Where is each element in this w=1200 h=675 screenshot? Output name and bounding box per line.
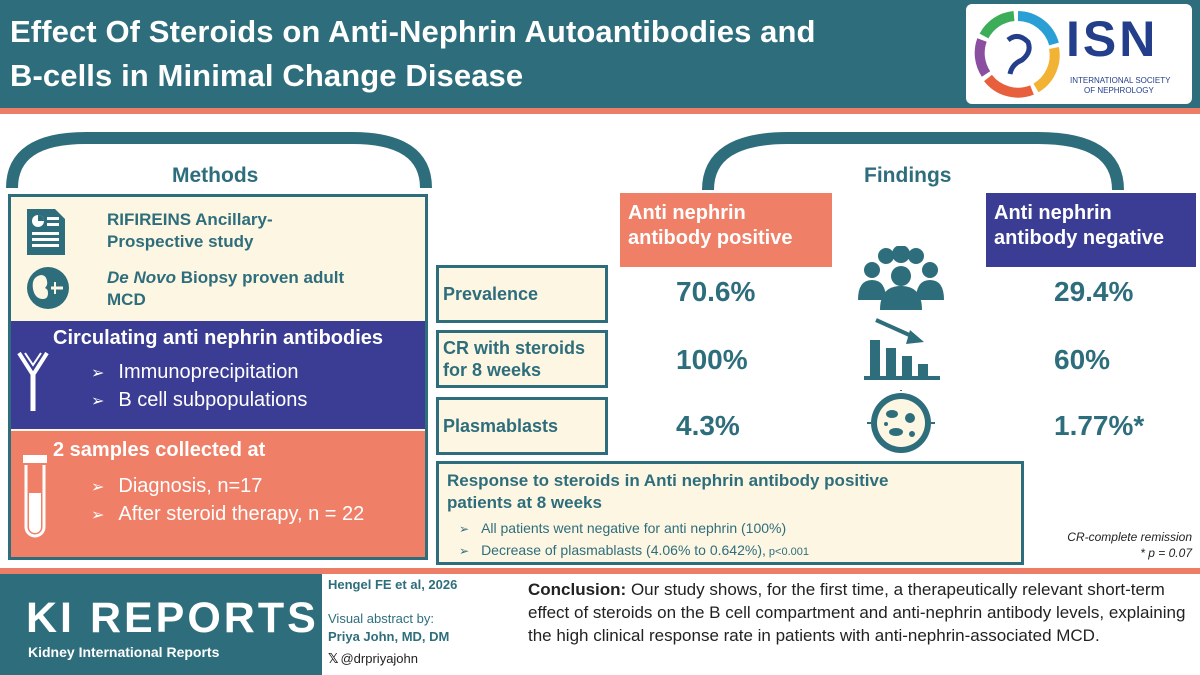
- row-label-text: Plasmablasts: [443, 416, 559, 436]
- cr-negative-value: 60%: [1054, 344, 1111, 375]
- steroid-response-box: Response to steroids in Anti nephrin ant…: [436, 461, 1024, 565]
- isn-logo: ISN INTERNATIONAL SOCIETY OF NEPHROLOGY: [966, 4, 1192, 104]
- findings-heading: Findings: [864, 164, 952, 187]
- response-title-line-1: Response to steroids in Anti nephrin ant…: [447, 471, 889, 490]
- prevalence-positive-value: 70.6%: [676, 276, 756, 307]
- isn-globe-icon: [974, 11, 1060, 98]
- circulating-title: Circulating anti nephrin antibodies: [53, 327, 384, 349]
- document-icon: [27, 209, 65, 255]
- samples-title: 2 samples collected at: [53, 439, 266, 461]
- row-label-text: Prevalence: [443, 284, 539, 304]
- response-item-2: Decrease of plasmablasts (4.06% to 0.642…: [459, 542, 809, 558]
- cell-microbe-icon: [867, 390, 935, 453]
- kidney-icon: [27, 267, 69, 309]
- samples-item-1: Diagnosis, n=17: [91, 475, 262, 498]
- circulating-item-1: Immunoprecipitation: [91, 361, 298, 384]
- header-banner: Effect Of Steroids on Anti-Nephrin Autoa…: [0, 0, 1200, 108]
- title-line-2: B-cells in Minimal Change Disease: [10, 58, 524, 93]
- row-label-prevalence: Prevalence: [436, 265, 608, 323]
- pos-head-line-1: Anti nephrin: [628, 202, 746, 224]
- biopsy-line-1: De Novo Biopsy proven adult: [107, 267, 344, 289]
- row-label-plasmablasts: Plasmablasts: [436, 397, 608, 455]
- antibody-icon: [17, 351, 49, 411]
- citation: Hengel FE et al, 2026: [328, 577, 458, 592]
- footer-stripe: [0, 568, 1200, 574]
- cr-positive-value: 100%: [676, 344, 748, 375]
- row-label-text-2: for 8 weeks: [443, 360, 542, 380]
- header-stripe: [0, 108, 1200, 114]
- isn-subtitle-1: INTERNATIONAL SOCIETY: [1070, 76, 1171, 85]
- people-group-icon: [858, 246, 944, 310]
- samples-item-2: After steroid therapy, n = 22: [91, 503, 364, 526]
- antibody-positive-header: Anti nephrin antibody positive: [620, 193, 832, 267]
- declining-bar-chart-icon: [864, 318, 940, 380]
- cr-footnote: CR-complete remission: [1067, 530, 1192, 544]
- ki-reports-logo: KI REPORTS: [26, 594, 319, 642]
- x-logo-icon: 𝕏: [328, 651, 339, 666]
- methods-panel: RIFIREINS Ancillary- Prospective study D…: [8, 194, 428, 560]
- conclusion-text: Our study shows, for the first time, a t…: [528, 580, 1186, 645]
- journal-logo-panel: KI REPORTS Kidney International Reports: [0, 574, 322, 675]
- neg-head-line-1: Anti nephrin: [994, 202, 1112, 224]
- response-item-2-pvalue: p<0.001: [765, 546, 809, 558]
- study-line-1: RIFIREINS Ancillary-: [107, 210, 273, 229]
- row-label-cr-steroids: CR with steroids for 8 weeks: [436, 330, 608, 388]
- samples-box: 2 samples collected at Diagnosis, n=17 A…: [11, 431, 425, 557]
- pos-head-line-2: antibody positive: [628, 227, 793, 249]
- methods-heading: Methods: [172, 164, 259, 187]
- circulating-antibodies-box: Circulating anti nephrin antibodies Immu…: [11, 321, 425, 429]
- author-handle: @drpriyajohn: [340, 651, 418, 666]
- author-name: Priya John, MD, DM: [328, 629, 450, 644]
- response-title: Response to steroids in Anti nephrin ant…: [447, 470, 1007, 514]
- conclusion: Conclusion: Our study shows, for the fir…: [528, 578, 1194, 647]
- title-line-1: Effect Of Steroids on Anti-Nephrin Autoa…: [10, 14, 816, 49]
- study-line-2: Prospective study: [107, 232, 254, 251]
- plasmablasts-positive-value: 4.3%: [676, 410, 740, 441]
- response-item-2-text: Decrease of plasmablasts (4.06% to 0.642…: [481, 542, 766, 558]
- pvalue-footnote: * p = 0.07: [1140, 546, 1192, 560]
- biopsy-italic: De Novo: [107, 268, 176, 287]
- credits: Hengel FE et al, 2026 Visual abstract by…: [328, 577, 518, 673]
- circulating-item-2: B cell subpopulations: [91, 389, 307, 412]
- row-label-text: CR with steroids: [443, 338, 586, 358]
- isn-subtitle-2: OF NEPHROLOGY: [1084, 86, 1154, 95]
- methods-arc: [6, 132, 432, 189]
- conclusion-label: Conclusion:: [528, 580, 627, 599]
- response-item-1: All patients went negative for anti neph…: [459, 520, 786, 536]
- author-handle-row[interactable]: 𝕏 @drpriyajohn: [328, 651, 418, 667]
- plasmablasts-negative-value: 1.77%*: [1054, 410, 1145, 441]
- response-title-line-2: patients at 8 weeks: [447, 493, 602, 512]
- visual-abstract-by: Visual abstract by:: [328, 611, 434, 626]
- prevalence-negative-value: 29.4%: [1054, 276, 1134, 307]
- findings-arc: [702, 132, 1124, 191]
- biopsy-line-2: MCD: [107, 290, 146, 309]
- antibody-negative-header: Anti nephrin antibody negative: [986, 193, 1196, 267]
- neg-head-line-2: antibody negative: [994, 227, 1165, 249]
- biopsy-rest-1: Biopsy proven adult: [175, 268, 345, 287]
- isn-logo-text: ISN: [1066, 11, 1159, 67]
- ki-reports-subtitle: Kidney International Reports: [28, 644, 220, 660]
- test-tube-icon: [23, 455, 47, 538]
